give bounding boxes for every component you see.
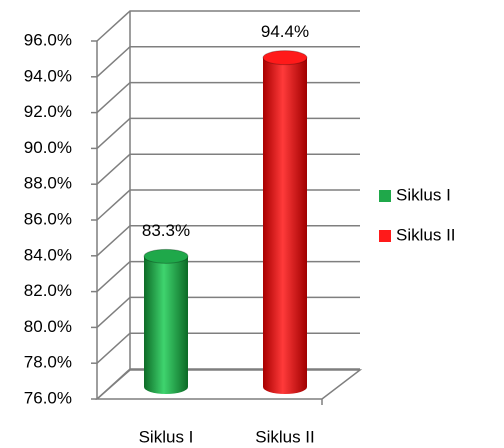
y-tick-label: 80.0% bbox=[24, 317, 72, 336]
value-label: 83.3% bbox=[142, 221, 190, 240]
legend-swatch bbox=[379, 190, 391, 202]
grid-line bbox=[96, 10, 360, 42]
bar-top bbox=[143, 248, 189, 264]
y-tick-label: 92.0% bbox=[24, 102, 72, 121]
y-tick-label: 86.0% bbox=[24, 209, 72, 228]
bar bbox=[263, 57, 307, 394]
y-tick-label: 76.0% bbox=[24, 388, 72, 407]
grid-line bbox=[96, 368, 360, 400]
y-tick-label: 84.0% bbox=[24, 245, 72, 264]
y-tick-label: 82.0% bbox=[24, 281, 72, 300]
grid-line bbox=[96, 81, 360, 114]
y-tick-label: 88.0% bbox=[24, 174, 72, 193]
bar bbox=[144, 256, 188, 394]
y-tick-label: 96.0% bbox=[24, 30, 72, 49]
y-tick-label: 90.0% bbox=[24, 138, 72, 157]
x-tick-label: Siklus I bbox=[139, 427, 194, 446]
grid-line bbox=[96, 117, 360, 149]
grid-line bbox=[96, 153, 360, 185]
legend-swatch bbox=[379, 230, 391, 242]
grid-line bbox=[96, 296, 360, 328]
grid-line bbox=[96, 46, 360, 78]
grid-line bbox=[96, 189, 360, 221]
legend-label: Siklus II bbox=[396, 225, 456, 244]
floor bbox=[95, 369, 363, 405]
bar-top bbox=[262, 50, 308, 66]
grid-line bbox=[96, 225, 360, 257]
legend-label: Siklus I bbox=[396, 185, 451, 204]
grid-line bbox=[96, 260, 360, 293]
x-tick-label: Siklus II bbox=[255, 427, 315, 446]
y-tick-label: 94.0% bbox=[24, 66, 72, 85]
value-label: 94.4% bbox=[261, 22, 309, 41]
y-tick-label: 78.0% bbox=[24, 353, 72, 372]
grid-line bbox=[96, 332, 360, 364]
